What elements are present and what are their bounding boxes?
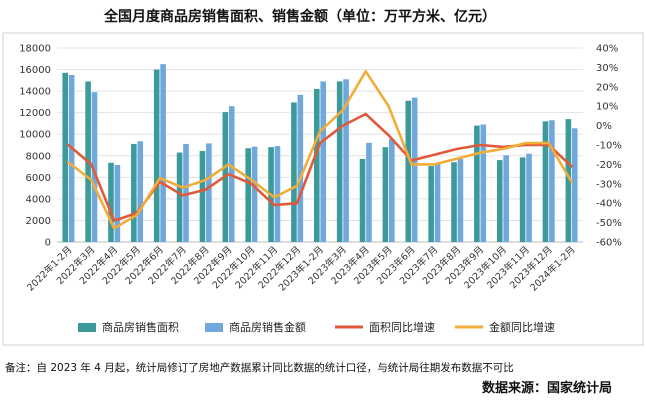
bar-amount — [91, 92, 98, 242]
bar-area — [108, 162, 114, 242]
left-tick-label: 4000 — [26, 194, 51, 205]
right-tick-label: -30% — [596, 179, 622, 190]
bar-area — [245, 148, 251, 242]
left-tick-label: 16000 — [19, 65, 51, 76]
right-tick-label: 20% — [596, 82, 618, 93]
right-tick-label: -60% — [596, 238, 622, 249]
x-axis: 2022年1-2月2022年3月2022年4月2022年5月2022年6月202… — [25, 244, 578, 294]
right-tick-label: 0% — [596, 121, 612, 132]
left-tick-label: 14000 — [19, 87, 51, 98]
footnote: 备注：自 2023 年 4 月起，统计局修订了房地产数据累计同比数据的统计口径，… — [5, 361, 514, 374]
bar-area — [291, 102, 297, 242]
bar-amount — [137, 141, 144, 242]
bar-area — [428, 166, 434, 242]
legend-swatch — [205, 323, 223, 332]
bar-amount — [389, 139, 395, 242]
bar-amount — [366, 142, 372, 242]
bar-amount — [297, 94, 304, 242]
left-tick-label: 0 — [45, 238, 51, 249]
legend-label: 金额同比增速 — [489, 320, 555, 334]
right-tick-label: -40% — [596, 199, 622, 210]
bar-amount — [160, 64, 166, 243]
left-tick-label: 6000 — [26, 173, 51, 184]
bar-amount — [503, 155, 509, 242]
bar-area — [314, 88, 320, 242]
left-tick-label: 8000 — [26, 151, 51, 162]
bar-area — [405, 100, 412, 242]
bar-amount — [251, 146, 258, 242]
left-tick-label: 12000 — [19, 108, 51, 119]
legend-label: 商品房销售金额 — [229, 320, 306, 334]
legend-label: 商品房销售面积 — [102, 320, 179, 334]
legend-swatch — [78, 323, 96, 332]
bar-area — [565, 119, 572, 242]
bar-area — [336, 81, 343, 243]
bar-amount — [320, 81, 326, 243]
bar-area — [359, 159, 366, 242]
bar-area — [153, 69, 160, 242]
chart-border — [2, 32, 644, 346]
right-tick-label: 30% — [596, 63, 618, 74]
chart-title: 全国月度商品房销售面积、销售金额（单位：万平方米、亿元） — [103, 8, 496, 25]
legend-label: 面积同比增速 — [369, 320, 435, 334]
right-axis: -60% -50% -40% -30% -20% -10% 0% 10% 20% 30% 40% — [596, 44, 622, 249]
bar-area — [474, 125, 480, 242]
bar-amount — [434, 163, 441, 242]
right-tick-label: 10% — [596, 102, 618, 113]
gridlines — [57, 47, 583, 243]
bar-amount — [480, 124, 487, 242]
bar-area — [199, 150, 206, 242]
left-tick-label: 18000 — [19, 44, 51, 55]
bar-amount — [114, 164, 121, 242]
bar-amount — [411, 97, 418, 242]
bar-amount — [206, 143, 212, 242]
line-series — [67, 70, 573, 230]
bar-amount — [571, 128, 578, 242]
bar-area — [382, 147, 389, 242]
bar-amount — [549, 120, 555, 242]
bar-area — [176, 152, 183, 242]
data-source: 数据来源：国家统计局 — [482, 380, 612, 396]
bar-amount — [274, 146, 281, 242]
left-tick-label: 2000 — [26, 216, 51, 227]
bar-amount — [183, 143, 189, 242]
right-tick-label: 40% — [596, 44, 618, 55]
left-axis: 0 2000 4000 6000 8000 10000 12000 14000 16000 180… — [19, 44, 51, 249]
right-tick-label: -50% — [596, 218, 622, 229]
bar-area — [519, 157, 526, 242]
right-tick-label: -20% — [596, 160, 622, 171]
bar-amount — [526, 153, 532, 242]
bar-amount — [343, 79, 349, 242]
left-tick-label: 10000 — [19, 130, 51, 141]
amount-yoy-line — [67, 70, 573, 230]
bar-amount — [457, 159, 464, 242]
right-tick-label: -10% — [596, 141, 622, 152]
bar-area — [496, 160, 503, 242]
bar-amount — [68, 74, 75, 242]
bar-area — [131, 143, 137, 242]
bar-area — [542, 121, 549, 242]
bar-area — [451, 162, 457, 242]
bar-area — [62, 72, 69, 243]
legend: 商品房销售面积 商品房销售金额 面积同比增速 金额同比增速 — [78, 320, 555, 334]
